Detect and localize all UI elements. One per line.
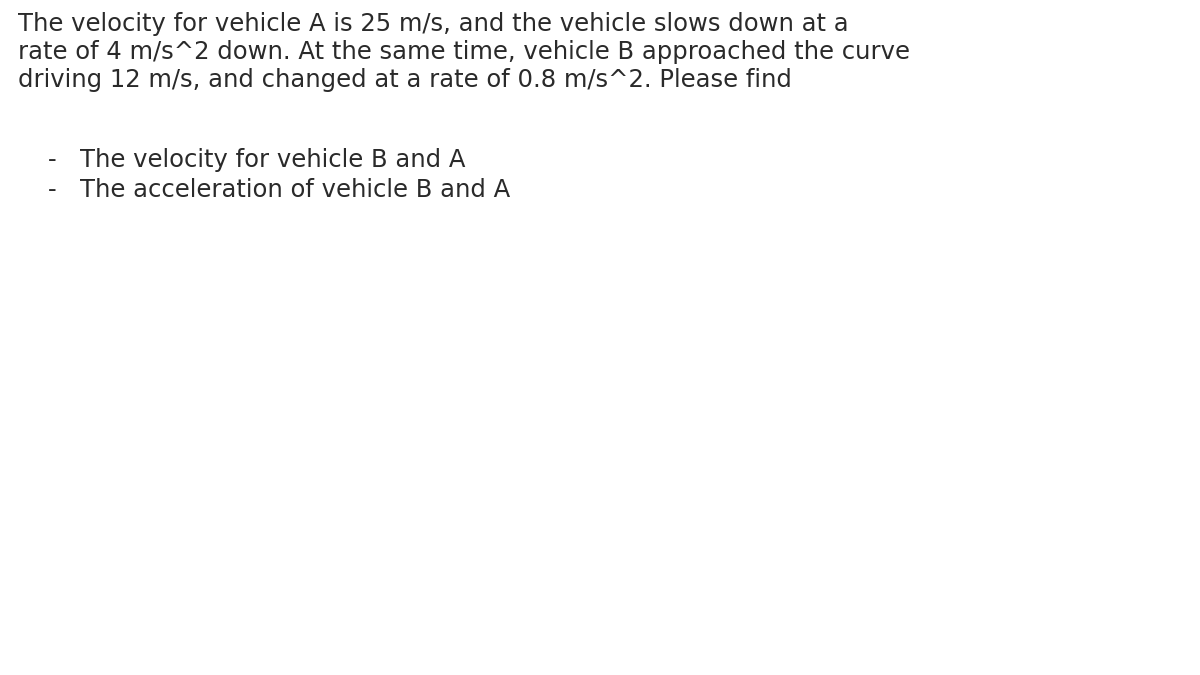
Text: -: - <box>48 148 56 172</box>
Text: The velocity for vehicle B and A: The velocity for vehicle B and A <box>80 148 466 172</box>
Text: rate of 4 m/s^2 down. At the same time, vehicle B approached the curve: rate of 4 m/s^2 down. At the same time, … <box>18 40 910 64</box>
Text: The acceleration of vehicle B and A: The acceleration of vehicle B and A <box>80 178 510 202</box>
Text: -: - <box>48 178 56 202</box>
Text: driving 12 m/s, and changed at a rate of 0.8 m/s^2. Please find: driving 12 m/s, and changed at a rate of… <box>18 68 792 92</box>
Text: The velocity for vehicle A is 25 m/s, and the vehicle slows down at a: The velocity for vehicle A is 25 m/s, an… <box>18 12 848 36</box>
